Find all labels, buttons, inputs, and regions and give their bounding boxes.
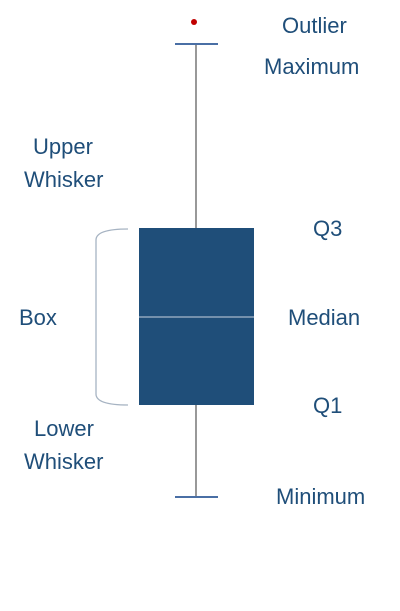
outlier-point bbox=[191, 19, 197, 25]
lower-whisker-label-line1: Lower bbox=[34, 416, 94, 441]
upper-whisker-label-line1: Upper bbox=[33, 134, 93, 159]
median-label: Median bbox=[288, 305, 361, 330]
upper-whisker-label-line2: Whisker bbox=[24, 167, 104, 192]
maximum-label: Maximum bbox=[264, 54, 360, 79]
minimum-label: Minimum bbox=[276, 484, 366, 509]
outlier-label: Outlier bbox=[282, 13, 347, 38]
box-label: Box bbox=[19, 305, 57, 330]
box-bracket bbox=[95, 228, 129, 406]
q1-label: Q1 bbox=[313, 393, 343, 418]
q3-label: Q3 bbox=[313, 216, 343, 241]
lower-whisker-label-line2: Whisker bbox=[24, 449, 104, 474]
